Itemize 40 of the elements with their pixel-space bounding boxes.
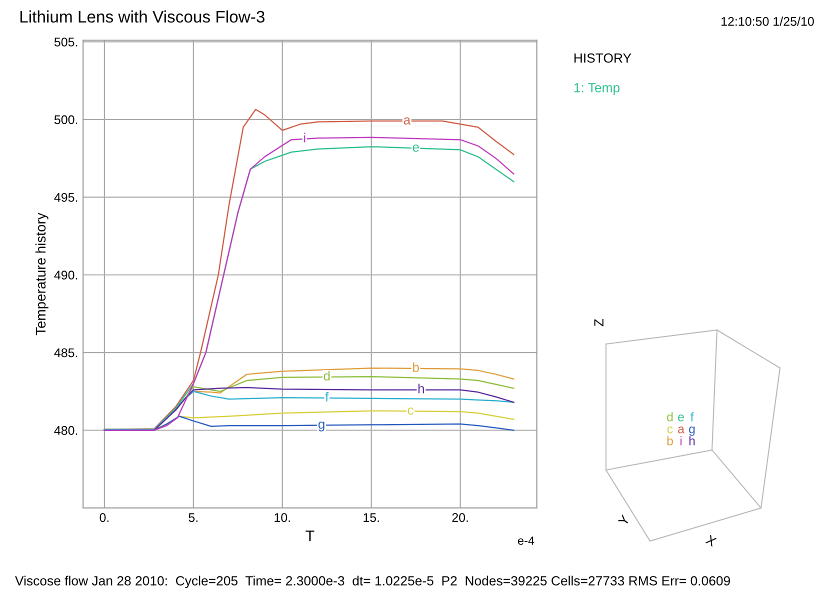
y-tick-label: 480. (54, 426, 78, 435)
series-label: b (413, 362, 419, 372)
chart-title: Lithium Lens with Viscous Flow-3 (20, 10, 264, 23)
text: e-4 (518, 536, 534, 545)
text: Z (594, 319, 604, 326)
text: 1: Temp (574, 83, 620, 95)
x-tick-label: 15. (364, 513, 379, 522)
text: Y (618, 514, 630, 526)
y-tick-label: 495. (54, 192, 78, 202)
x-tick-label: 0. (100, 513, 109, 522)
series-label: a (404, 117, 411, 125)
text: g (689, 426, 695, 436)
text: b (667, 436, 673, 446)
series-label: d (324, 370, 330, 381)
text: e (678, 414, 684, 422)
series-label: g (318, 422, 324, 432)
x-tick-label: 20. (452, 513, 468, 522)
x-axis-title: T (306, 530, 314, 542)
series-label: i (304, 132, 306, 142)
text: a (678, 426, 684, 434)
text: Viscose flow Jan 28 2010: Cycle=205 Time= 2.3000e-3 dt= 1.0225e-5 P2 Nodes=39225 Cells=27733 RMS Err= 0.0609 (15, 576, 730, 588)
x-tick-label: 5. (188, 513, 198, 522)
series-label: f (325, 392, 329, 402)
y-axis-title: Temperature history (35, 212, 48, 336)
text: f (690, 412, 694, 422)
text: h (689, 436, 695, 446)
series-label: h (418, 384, 424, 394)
y-tick-label: 500. (54, 115, 78, 124)
text: X (705, 534, 717, 547)
text: c (667, 426, 673, 434)
y-tick-label: 485. (54, 348, 78, 358)
text: HISTORY (574, 53, 632, 63)
text: i (680, 436, 682, 446)
y-tick-label: 505. (54, 38, 78, 46)
text: 12:10:50 1/25/10 (722, 16, 814, 26)
series-label: c (408, 407, 414, 415)
series-label: e (412, 144, 419, 152)
text: d (667, 412, 673, 422)
y-tick-label: 490. (54, 270, 78, 280)
x-tick-label: 10. (274, 513, 290, 522)
